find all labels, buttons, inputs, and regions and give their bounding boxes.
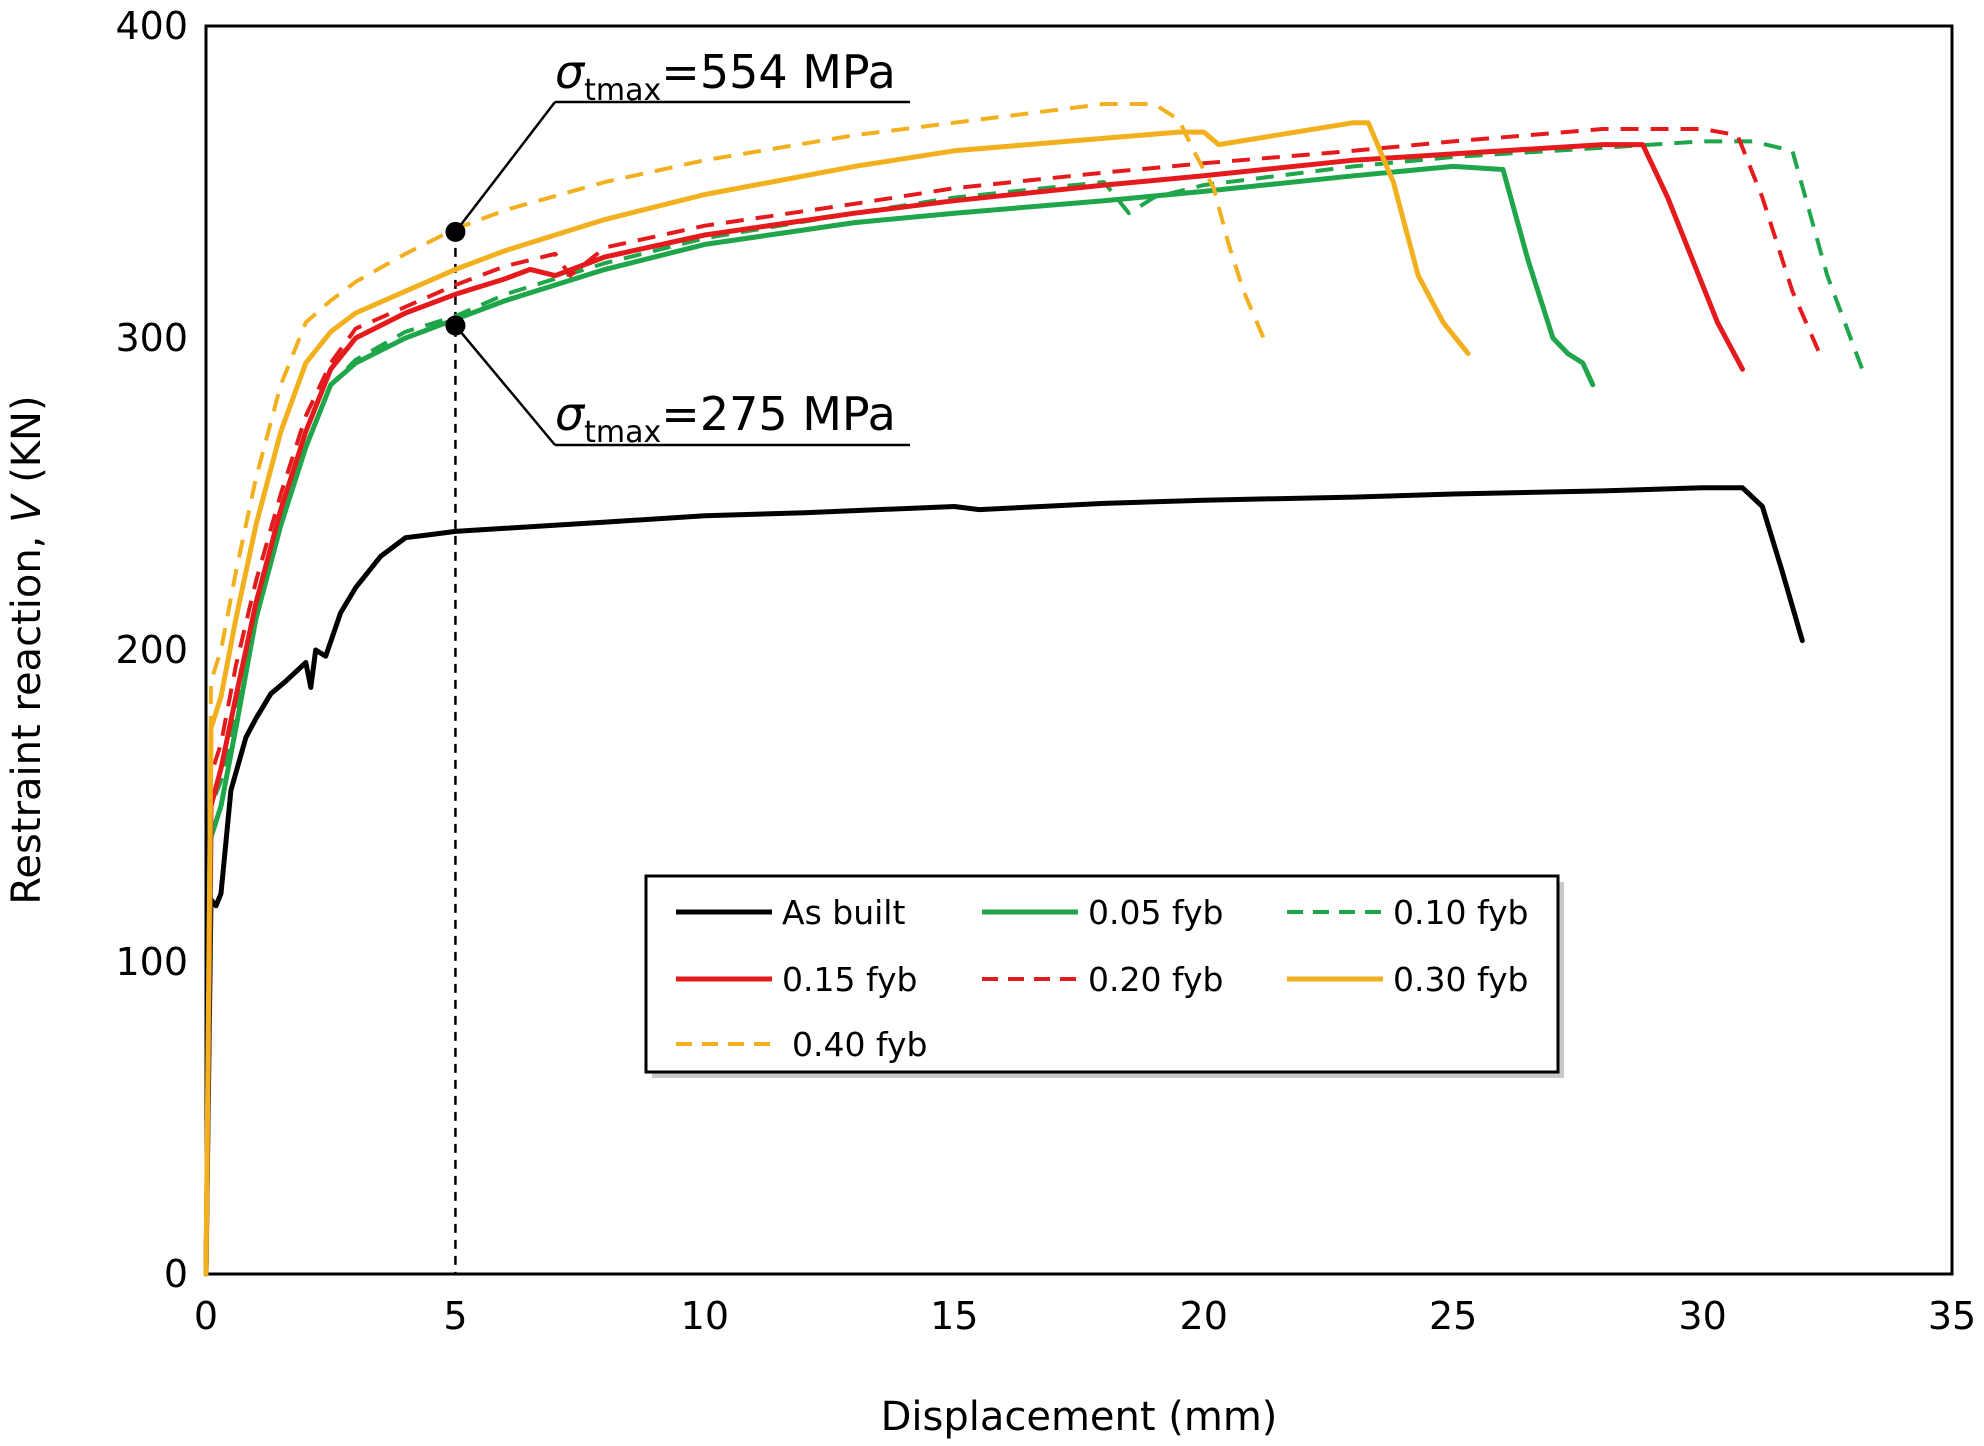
x-tick-label: 25 — [1429, 1294, 1477, 1338]
x-axis-title: Displacement (mm) — [881, 1394, 1278, 1440]
y-axis-ticks: 0 100 200 300 400 — [115, 4, 188, 1296]
y-tick-label: 400 — [115, 4, 188, 48]
y-axis-title: Restraint reaction, V (KN) — [4, 395, 50, 904]
annotation-label: σtmax=275 MPa — [555, 387, 896, 450]
series-line-0-30-fyb — [203, 120, 1471, 1277]
x-axis-ticks: 0 5 10 15 20 25 30 35 — [194, 1294, 1976, 1338]
x-tick-label: 15 — [930, 1294, 978, 1338]
x-tick-label: 20 — [1180, 1294, 1228, 1338]
x-tick-label: 30 — [1678, 1294, 1726, 1338]
annotation-layer: σtmax=554 MPa σtmax=275 MPa — [445, 45, 910, 450]
y-tick-label: 100 — [115, 940, 188, 984]
x-tick-label: 0 — [194, 1294, 218, 1338]
legend-label: 0.05 fyb — [1088, 893, 1223, 932]
x-tick-label: 35 — [1928, 1294, 1976, 1338]
x-tick-label: 10 — [681, 1294, 729, 1338]
series-line-0-20-fyb — [204, 127, 1825, 1275]
x-tick-label: 5 — [443, 1294, 467, 1338]
legend-box — [644, 874, 1560, 1074]
annotation-leader-line — [454, 101, 556, 233]
legend-label: 0.10 fyb — [1393, 893, 1528, 932]
series-line-0-15-fyb — [203, 142, 1745, 1277]
y-tick-label: 0 — [164, 1252, 188, 1296]
y-tick-label: 200 — [115, 628, 188, 672]
legend-label: 0.40 fyb — [792, 1025, 927, 1064]
y-tick-label: 300 — [115, 316, 188, 360]
annotation-marker — [445, 221, 466, 242]
series-layer — [203, 102, 1865, 1277]
legend: As built 0.05 fyb 0.10 fyb 0.15 fyb 0.20 fyb… — [644, 874, 1564, 1078]
legend-label: 0.30 fyb — [1393, 960, 1528, 999]
annotation-leader-line — [454, 324, 556, 446]
series-line-0-40-fyb — [204, 102, 1266, 1275]
annotation-label: σtmax=554 MPa — [555, 45, 896, 108]
annotation-marker — [445, 315, 466, 336]
legend-label: 0.20 fyb — [1088, 960, 1223, 999]
legend-label: 0.15 fyb — [782, 960, 917, 999]
plot-area — [204, 24, 1954, 1276]
series-line-as-built — [203, 485, 1805, 1277]
legend-label: As built — [782, 893, 905, 932]
